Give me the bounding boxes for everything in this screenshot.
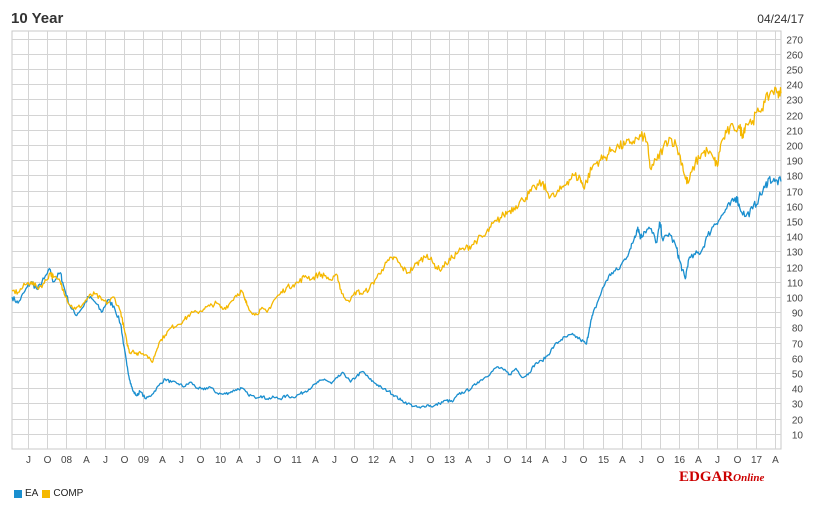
x-tick-label: 08 bbox=[61, 455, 73, 466]
x-tick-label: A bbox=[159, 455, 166, 466]
y-tick-label: 180 bbox=[786, 172, 803, 183]
x-tick-label: O bbox=[197, 455, 205, 466]
chart-date: 04/24/17 bbox=[757, 12, 804, 26]
legend-swatch-ea bbox=[14, 489, 22, 498]
x-tick-label: A bbox=[83, 455, 90, 466]
x-tick-label: O bbox=[351, 455, 359, 466]
x-tick-label: J bbox=[486, 455, 491, 466]
x-tick-label: A bbox=[542, 455, 549, 466]
x-tick-label: A bbox=[236, 455, 243, 466]
series-layer bbox=[11, 86, 782, 409]
x-tick-label: O bbox=[44, 455, 52, 466]
y-tick-label: 170 bbox=[786, 188, 803, 199]
y-tick-label: 220 bbox=[786, 112, 803, 123]
y-tick-label: 190 bbox=[786, 157, 803, 168]
y-tick-label: 200 bbox=[786, 142, 803, 153]
y-tick-label: 50 bbox=[792, 370, 804, 381]
x-tick-label: O bbox=[504, 455, 512, 466]
x-tick-label: J bbox=[179, 455, 184, 466]
x-tick-label: A bbox=[389, 455, 396, 466]
plot-frame bbox=[11, 30, 782, 450]
y-tick-label: 10 bbox=[792, 431, 804, 442]
x-tick-label: J bbox=[715, 455, 720, 466]
y-tick-label: 80 bbox=[792, 324, 804, 335]
x-tick-label: A bbox=[695, 455, 702, 466]
x-tick-label: J bbox=[103, 455, 108, 466]
x-axis-ticks: J O 08 A J O 09 A J O 10 A J O 11 A J O 12 A J O 13 A J O 14 A J O 15 A… bbox=[26, 455, 779, 466]
y-tick-label: 90 bbox=[792, 309, 804, 320]
y-tick-label: 20 bbox=[792, 416, 804, 427]
y-tick-label: 270 bbox=[786, 36, 803, 47]
x-tick-label: J bbox=[409, 455, 414, 466]
x-tick-label: 14 bbox=[521, 455, 533, 466]
y-axis-ticks: 10 20 30 40 50 60 70 80 90 100 110 120 130 140 150 160 1… bbox=[786, 36, 803, 442]
x-tick-label: A bbox=[772, 455, 779, 466]
x-tick-label: J bbox=[639, 455, 644, 466]
x-tick-label: A bbox=[312, 455, 319, 466]
chart-plot: 10 20 30 40 50 60 70 80 90 100 110 120 130 140 150 160 1… bbox=[11, 30, 803, 466]
x-tick-label: J bbox=[562, 455, 567, 466]
series-line-ea bbox=[11, 175, 782, 409]
legend-swatch-comp bbox=[42, 489, 51, 498]
legend-label-ea: EA bbox=[25, 488, 39, 499]
legend: EA COMP bbox=[14, 488, 87, 499]
y-tick-label: 160 bbox=[786, 203, 803, 214]
edgar-online-logo: EDGAROnline bbox=[679, 468, 764, 486]
x-tick-label: 17 bbox=[751, 455, 763, 466]
grid bbox=[11, 30, 782, 450]
x-tick-label: 11 bbox=[291, 455, 302, 466]
x-tick-label: O bbox=[657, 455, 665, 466]
y-tick-label: 240 bbox=[786, 81, 803, 92]
y-tick-label: 120 bbox=[786, 264, 803, 275]
y-tick-label: 230 bbox=[786, 96, 803, 107]
series-line-comp bbox=[11, 86, 782, 364]
x-tick-label: 09 bbox=[138, 455, 150, 466]
x-tick-label: 12 bbox=[368, 455, 380, 466]
x-tick-label: A bbox=[465, 455, 472, 466]
logo-suffix: Online bbox=[733, 472, 765, 484]
x-tick-label: A bbox=[619, 455, 626, 466]
y-tick-label: 140 bbox=[786, 233, 803, 244]
y-tick-label: 60 bbox=[792, 355, 804, 366]
y-tick-label: 150 bbox=[786, 218, 803, 229]
chart-title: 10 Year bbox=[11, 10, 64, 27]
y-tick-label: 210 bbox=[786, 127, 803, 138]
x-tick-label: O bbox=[427, 455, 435, 466]
x-tick-label: J bbox=[26, 455, 31, 466]
legend-label-comp: COMP bbox=[53, 488, 84, 499]
x-tick-label: 10 bbox=[215, 455, 227, 466]
x-tick-label: J bbox=[332, 455, 337, 466]
x-tick-label: 13 bbox=[444, 455, 456, 466]
x-tick-label: 16 bbox=[674, 455, 686, 466]
y-tick-label: 250 bbox=[786, 66, 803, 77]
x-tick-label: 15 bbox=[598, 455, 610, 466]
y-tick-label: 130 bbox=[786, 248, 803, 259]
x-tick-label: O bbox=[121, 455, 129, 466]
logo-main: EDGAR bbox=[679, 469, 734, 485]
x-tick-label: O bbox=[274, 455, 282, 466]
y-tick-label: 110 bbox=[787, 279, 803, 290]
y-tick-label: 40 bbox=[792, 385, 804, 396]
x-tick-label: O bbox=[580, 455, 588, 466]
y-tick-label: 70 bbox=[792, 340, 804, 351]
y-tick-label: 100 bbox=[786, 294, 803, 305]
x-tick-label: J bbox=[256, 455, 261, 466]
x-tick-label: O bbox=[734, 455, 742, 466]
y-tick-label: 260 bbox=[786, 51, 803, 62]
y-tick-label: 30 bbox=[792, 400, 804, 411]
